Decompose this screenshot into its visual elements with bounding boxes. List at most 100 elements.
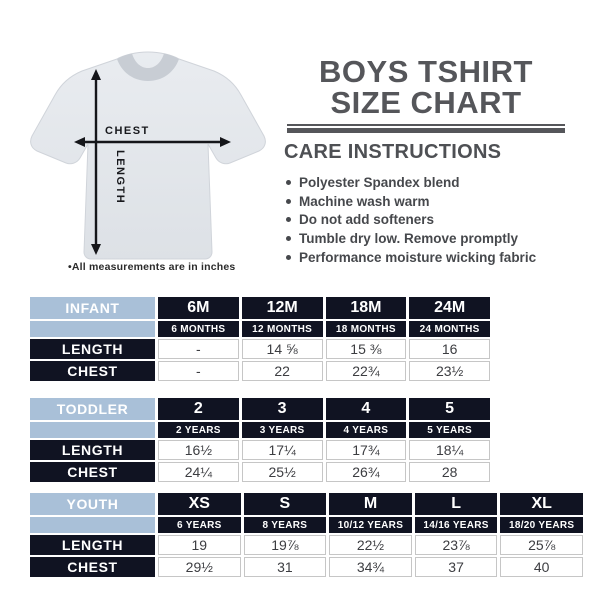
chest-arrowhead-left: [74, 137, 85, 147]
tshirt-diagram: CHEST LENGTH: [30, 51, 266, 260]
care-item: Tumble dry low. Remove promptly: [286, 229, 536, 248]
size-header: 5: [409, 398, 490, 420]
care-item: Machine wash warm: [286, 192, 536, 211]
size-header: 6M: [158, 297, 239, 319]
row-label: LENGTH: [30, 440, 155, 460]
size-header: 2: [158, 398, 239, 420]
care-list: Polyester Spandex blend Machine wash warm…: [286, 173, 536, 267]
care-item-text: Tumble dry low. Remove promptly: [299, 231, 519, 247]
care-item: Do not add softeners: [286, 211, 536, 230]
value-cell: 14 ⅝: [241, 339, 323, 359]
title-rule-thin: [287, 124, 565, 126]
size-header: 24M: [409, 297, 490, 319]
care-item-text: Polyester Spandex blend: [299, 174, 460, 190]
value-cell: 25⅞: [500, 535, 583, 555]
value-cell: 23½: [409, 361, 490, 381]
title-rule-thick: [287, 128, 565, 133]
chest-arrowhead-right: [220, 137, 231, 147]
size-header: XL: [500, 493, 583, 515]
value-cell: 40: [500, 557, 583, 577]
row-label: LENGTH: [30, 535, 155, 555]
size-subheader: 4 YEARS: [325, 422, 407, 438]
size-subheader: 24 MONTHS: [409, 321, 490, 337]
value-cell: 24¼: [158, 462, 239, 482]
value-cell: 17¼: [241, 440, 323, 460]
bullet-dot-icon: [286, 179, 291, 185]
value-cell: 22: [241, 361, 323, 381]
title-rule: [287, 124, 565, 133]
page-title-line1: BOYS TSHIRT: [319, 54, 533, 89]
size-subheader: 6 MONTHS: [158, 321, 239, 337]
group-header-spacer: [30, 321, 155, 337]
size-header: XS: [158, 493, 241, 515]
size-header: L: [414, 493, 498, 515]
row-label: LENGTH: [30, 339, 155, 359]
value-cell: 19: [158, 535, 241, 555]
size-header: S: [243, 493, 327, 515]
size-table-toddler: TODDLER 2 3 4 5 2 YEARS 3 YEARS 4 YEARS 5 YEARS L…: [30, 398, 490, 482]
size-table-youth: YOUTH XS S M L XL 6 YEARS 8 YEARS 10/12 YEARS 14/…: [30, 493, 583, 577]
care-item: Performance moisture wicking fabric: [286, 248, 536, 267]
value-cell: 37: [414, 557, 498, 577]
size-header: M: [329, 493, 412, 515]
group-header: TODDLER: [30, 398, 155, 420]
value-cell: 31: [243, 557, 327, 577]
value-cell: 22¾: [325, 361, 407, 381]
measurements-footnote: •All measurements are in inches: [68, 261, 236, 273]
size-header: 12M: [241, 297, 323, 319]
size-header: 4: [325, 398, 407, 420]
tshirt-shape: [30, 51, 266, 260]
size-subheader: 14/16 YEARS: [414, 517, 498, 533]
value-cell: 16½: [158, 440, 239, 460]
size-header: 18M: [325, 297, 407, 319]
row-label: CHEST: [30, 361, 155, 381]
value-cell: 34¾: [329, 557, 412, 577]
size-subheader: 8 YEARS: [243, 517, 327, 533]
group-header: YOUTH: [30, 493, 155, 515]
page-title-line2: SIZE CHART: [330, 85, 522, 120]
page-title: BOYS TSHIRT SIZE CHART: [285, 56, 567, 118]
bullet-dot-icon: [286, 217, 291, 223]
care-item-text: Machine wash warm: [299, 193, 430, 209]
group-header-spacer: [30, 422, 155, 438]
row-label: CHEST: [30, 557, 155, 577]
value-cell: 22½: [329, 535, 412, 555]
size-subheader: 5 YEARS: [409, 422, 490, 438]
size-subheader: 2 YEARS: [158, 422, 239, 438]
value-cell: 26¾: [325, 462, 407, 482]
size-table-infant: INFANT 6M 12M 18M 24M 6 MONTHS 12 MONTHS 18 MON…: [30, 297, 490, 381]
value-cell: 16: [409, 339, 490, 359]
value-cell: 29½: [158, 557, 241, 577]
value-cell: 18¼: [409, 440, 490, 460]
group-header: INFANT: [30, 297, 155, 319]
size-subheader: 12 MONTHS: [241, 321, 323, 337]
value-cell: 17¾: [325, 440, 407, 460]
care-item-text: Performance moisture wicking fabric: [299, 250, 537, 266]
row-label: CHEST: [30, 462, 155, 482]
value-cell: 28: [409, 462, 490, 482]
chest-label: CHEST: [105, 125, 150, 137]
size-subheader: 18/20 YEARS: [500, 517, 583, 533]
group-header-spacer: [30, 517, 155, 533]
care-item: Polyester Spandex blend: [286, 173, 536, 192]
bullet-dot-icon: [286, 255, 291, 261]
length-label: LENGTH: [114, 150, 126, 204]
size-subheader: 18 MONTHS: [325, 321, 407, 337]
size-subheader: 6 YEARS: [158, 517, 241, 533]
value-cell: -: [158, 361, 239, 381]
value-cell: 15 ⅜: [325, 339, 407, 359]
value-cell: 19⅞: [243, 535, 327, 555]
length-arrowhead-top: [91, 69, 101, 80]
bullet-dot-icon: [286, 236, 291, 242]
care-instructions-heading: CARE INSTRUCTIONS: [284, 141, 502, 163]
size-subheader: 10/12 YEARS: [329, 517, 412, 533]
length-arrowhead-bottom: [91, 244, 101, 255]
care-item-text: Do not add softeners: [299, 212, 435, 228]
value-cell: 23⅞: [414, 535, 498, 555]
value-cell: -: [158, 339, 239, 359]
value-cell: 25½: [241, 462, 323, 482]
size-subheader: 3 YEARS: [241, 422, 323, 438]
size-header: 3: [241, 398, 323, 420]
bullet-dot-icon: [286, 198, 291, 204]
